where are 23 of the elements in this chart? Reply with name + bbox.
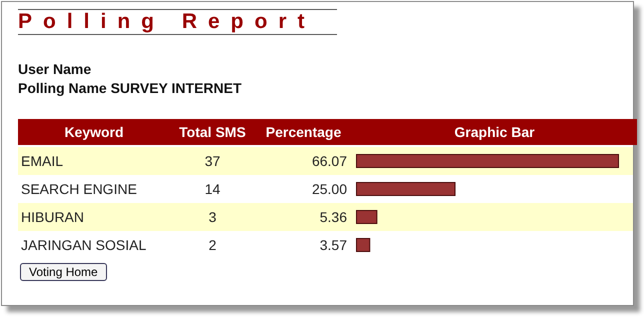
y-axis-title: Keyword — [63, 123, 125, 142]
text: 2 — [208, 236, 218, 255]
text: 37 — [204, 152, 222, 171]
bar — [356, 154, 619, 168]
y-tick-label: SEARCH ENGINE — [20, 180, 138, 199]
x-axis-title: Graphic Bar — [453, 123, 536, 142]
text: 14 — [204, 180, 222, 199]
data-label: 66.07 — [310, 152, 348, 171]
text: 3 — [208, 208, 218, 227]
data-label: 25.00 — [310, 180, 348, 199]
text: User Name Polling Name SURVEY INTERNET — [18, 60, 242, 98]
y-tick-label: JARINGAN SOSIAL — [20, 236, 148, 255]
text: Polling Report — [18, 9, 337, 35]
bar — [356, 210, 378, 224]
voting-home-button: Voting Home — [20, 263, 107, 281]
y-tick-label: HIBURAN — [20, 208, 86, 227]
y-tick-label: EMAIL — [20, 152, 64, 171]
text: Total SMS — [178, 123, 247, 142]
bar — [356, 182, 456, 196]
data-label: 5.36 — [318, 208, 348, 227]
data-label: 3.57 — [318, 236, 348, 255]
bar — [356, 238, 370, 252]
series-label: Percentage — [264, 123, 342, 142]
